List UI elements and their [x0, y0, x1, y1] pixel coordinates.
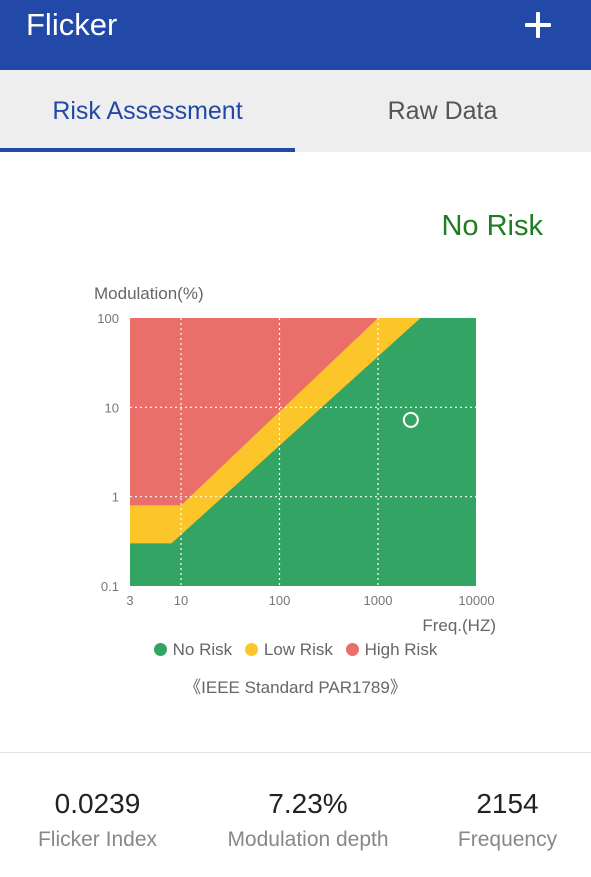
metric-label: Frequency: [457, 828, 558, 851]
metric-value: 0.0239: [54, 788, 141, 819]
x-tick-label: 100: [269, 593, 291, 608]
metric-label: Flicker Index: [37, 828, 158, 851]
x-tick-label: 10000: [458, 593, 494, 608]
app-bar: Flicker: [0, 0, 591, 70]
tab-bar: Risk Assessment Raw Data: [0, 70, 591, 152]
y-tick-label: 10: [105, 400, 119, 415]
legend-high-risk: High Risk: [345, 640, 438, 660]
y-tick-label: 1: [112, 490, 119, 505]
tab-raw-data[interactable]: Raw Data: [387, 97, 498, 125]
legend-label: Low Risk: [263, 640, 333, 659]
red-dot-icon: [345, 643, 359, 656]
measurement-point: [402, 411, 419, 428]
metric-frequency: 2154 Frequency: [430, 787, 585, 855]
green-dot-icon: [153, 643, 167, 656]
metric-flicker-index: 0.0239 Flicker Index: [0, 787, 195, 855]
x-tick-label: 10: [174, 593, 188, 608]
y-axis-label: Modulation(%): [94, 284, 204, 303]
metric-value: 2154: [476, 788, 539, 819]
tab-indicator: [0, 148, 295, 152]
legend-label: High Risk: [364, 640, 438, 659]
x-tick-label: 3: [126, 593, 133, 608]
divider: [0, 752, 591, 753]
legend-no-risk: No Risk: [153, 640, 233, 660]
legend-label: No Risk: [172, 640, 233, 659]
legend-low-risk: Low Risk: [244, 640, 333, 660]
tab-risk-assessment[interactable]: Risk Assessment: [52, 97, 243, 125]
plus-icon[interactable]: [523, 10, 553, 40]
standard-reference: 《IEEE Standard PAR1789》: [184, 678, 407, 697]
risk-chart: Modulation(%) 3 10 100 1000 10000 100 10 1 0.1 Fr…: [94, 284, 496, 635]
y-tick-label: 100: [97, 311, 119, 326]
x-tick-label: 1000: [364, 593, 393, 608]
metric-value: 7.23%: [268, 788, 348, 819]
x-axis-label: Freq.(HZ): [422, 616, 496, 635]
metric-label: Modulation depth: [227, 828, 389, 851]
app-title: Flicker: [26, 7, 118, 42]
y-tick-label: 0.1: [101, 579, 119, 594]
yellow-dot-icon: [244, 643, 258, 656]
no-risk-zone: [130, 318, 476, 586]
chart-legend: No Risk Low Risk High Risk: [0, 640, 591, 670]
metric-modulation-depth: 7.23% Modulation depth: [210, 787, 406, 855]
risk-status: No Risk: [441, 210, 543, 242]
